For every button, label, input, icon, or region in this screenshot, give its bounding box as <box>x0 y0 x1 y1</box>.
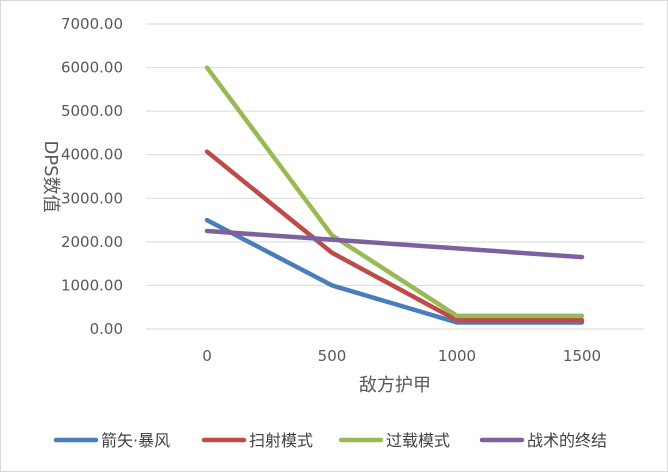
x-tick-label: 500 <box>318 347 347 365</box>
y-axis-title: DPS数值 <box>40 140 61 212</box>
y-tick-label: 7000.00 <box>61 15 123 33</box>
x-tick-label: 1500 <box>563 347 601 365</box>
series-line <box>204 228 585 260</box>
x-tick-label: 1000 <box>438 347 476 365</box>
legend: 箭矢·暴风 扫射模式 过载模式 战术的终结 <box>53 431 607 450</box>
y-tick-label: 2000.00 <box>61 233 123 251</box>
legend-label: 过载模式 <box>386 431 450 450</box>
y-tick-label: 1000.00 <box>61 276 123 294</box>
y-tick-label: 0.00 <box>90 320 123 338</box>
series-line <box>204 149 585 323</box>
y-tick-label: 5000.00 <box>61 102 123 120</box>
legend-label: 扫射模式 <box>249 431 313 450</box>
series-line <box>204 65 585 319</box>
gridlines <box>146 23 644 330</box>
x-axis-title: 敌方护甲 <box>359 375 431 396</box>
legend-label: 战术的终结 <box>527 431 607 450</box>
x-axis-ticks: 0 500 1000 1500 <box>202 347 601 365</box>
series-lines <box>204 65 585 325</box>
y-axis-ticks: 0.00 1000.00 2000.00 3000.00 4000.00 5000.00 6… <box>61 15 123 338</box>
y-tick-label: 6000.00 <box>61 59 123 77</box>
y-tick-label: 4000.00 <box>61 146 123 164</box>
x-tick-label: 0 <box>202 347 212 365</box>
y-tick-label: 3000.00 <box>61 189 123 207</box>
legend-label: 箭矢·暴风 <box>101 431 170 450</box>
